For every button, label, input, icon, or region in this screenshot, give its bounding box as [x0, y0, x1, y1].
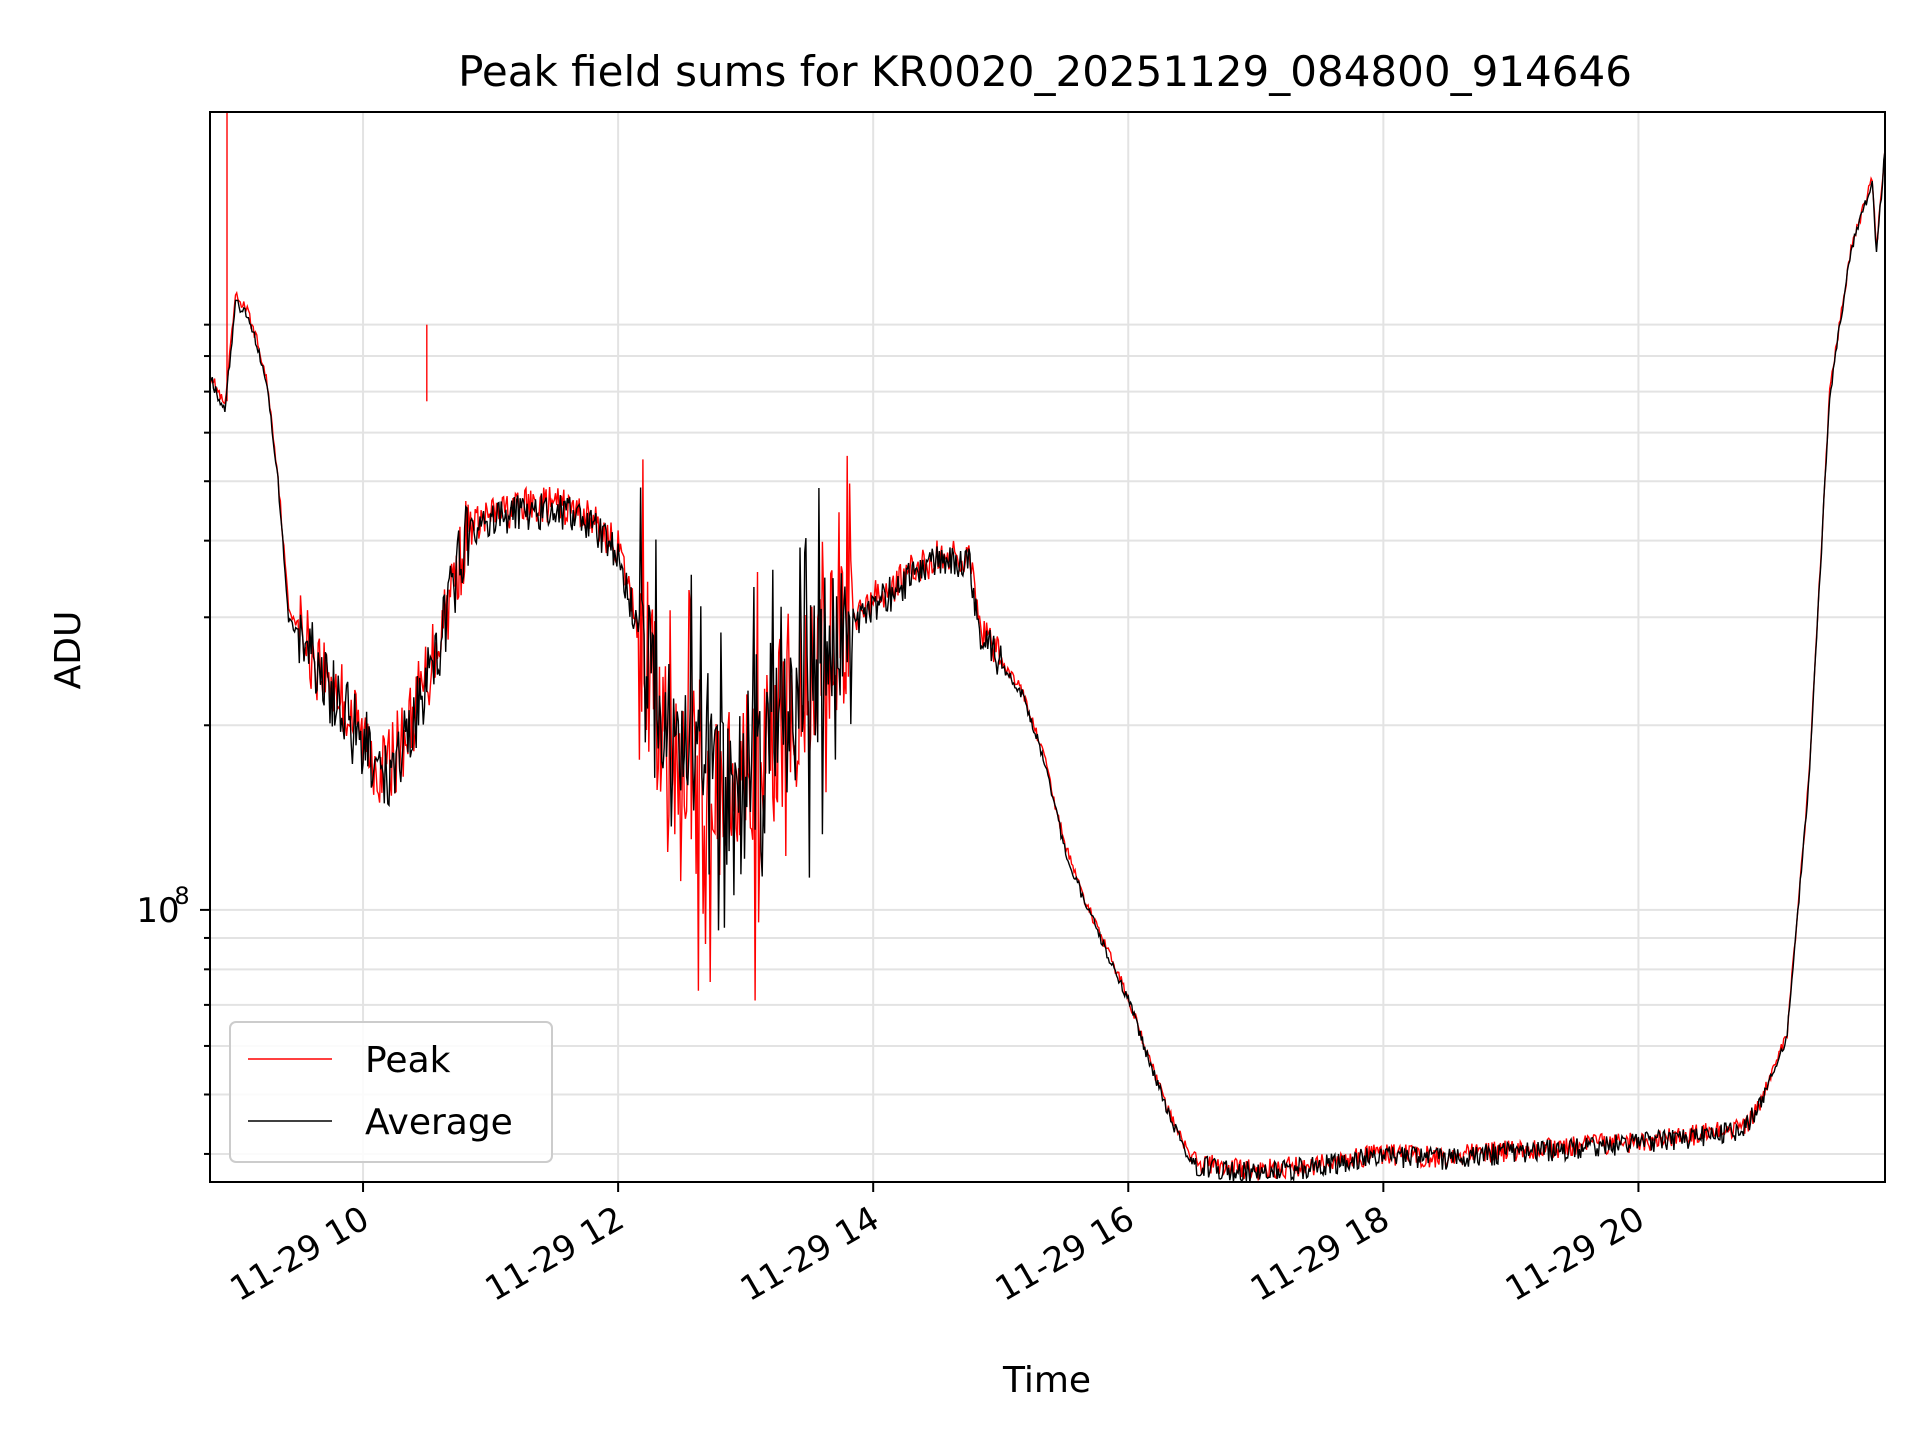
y-axis: 108 [136, 323, 210, 1155]
legend-box [229, 1021, 553, 1163]
y-axis-label: ADU [48, 611, 89, 690]
x-axis-label: Time [1002, 1360, 1091, 1401]
plot-frame [209, 111, 1886, 1183]
legend-average-label: Average [365, 1102, 513, 1143]
average-line [209, 150, 1886, 1183]
y-tick-label-exponent: 8 [174, 882, 189, 910]
legend: Peak Average [229, 1021, 553, 1163]
plot-lines [209, 112, 1886, 1183]
chart-title: Peak field sums for KR0020_20251129_0848… [458, 47, 1632, 96]
legend-peak-label: Peak [365, 1040, 451, 1081]
y-tick-label: 10 [136, 891, 179, 931]
